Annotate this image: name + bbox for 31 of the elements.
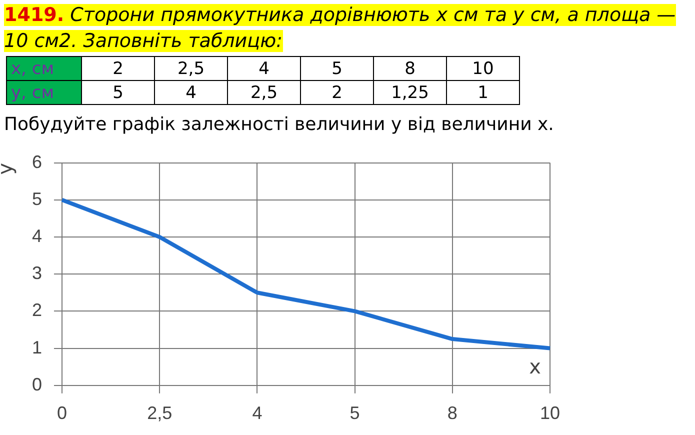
x-tick-label: 4 — [252, 403, 262, 424]
chart-title: 1419. Сторони прямокутника дорівнюють x см та у см, а площа — 10 см2. Заповніть таблицю: — [4, 4, 676, 52]
text: 1,25 — [374, 80, 446, 104]
text: у, см — [6, 80, 82, 104]
y-axis-title: у — [0, 162, 18, 175]
y-tick-label: 4 — [32, 226, 42, 246]
text: 4 — [228, 56, 300, 80]
text: 2 — [82, 56, 154, 80]
text: 5 — [82, 80, 154, 104]
text: 2,5 — [228, 80, 300, 104]
x-tick-label: 2,5 — [147, 403, 172, 424]
text: 2 — [300, 80, 374, 104]
y-tick-label: 5 — [32, 188, 42, 209]
text: 8 — [374, 56, 446, 80]
x-axis-title: x — [529, 354, 542, 378]
text: 10 — [446, 56, 520, 80]
text: 4 — [154, 80, 228, 104]
text: x, см — [6, 56, 82, 80]
text: 5 — [300, 56, 374, 80]
y-tick-label: 3 — [32, 263, 42, 284]
y-tick-label: 6 — [32, 152, 42, 172]
y-tick-label: 0 — [32, 374, 42, 394]
x-tick-label: 10 — [540, 403, 560, 424]
x-tick-label: 8 — [447, 403, 458, 424]
chart-subtitle: Побудуйте графік залежності величини у від величини x. — [4, 114, 554, 135]
x-tick-label: 5 — [350, 403, 360, 424]
x-tick-label: 0 — [57, 403, 68, 424]
text: 1 — [446, 80, 520, 104]
y-tick-label: 2 — [32, 300, 42, 320]
y-tick-label: 1 — [32, 337, 42, 358]
text: 2,5 — [154, 56, 228, 80]
